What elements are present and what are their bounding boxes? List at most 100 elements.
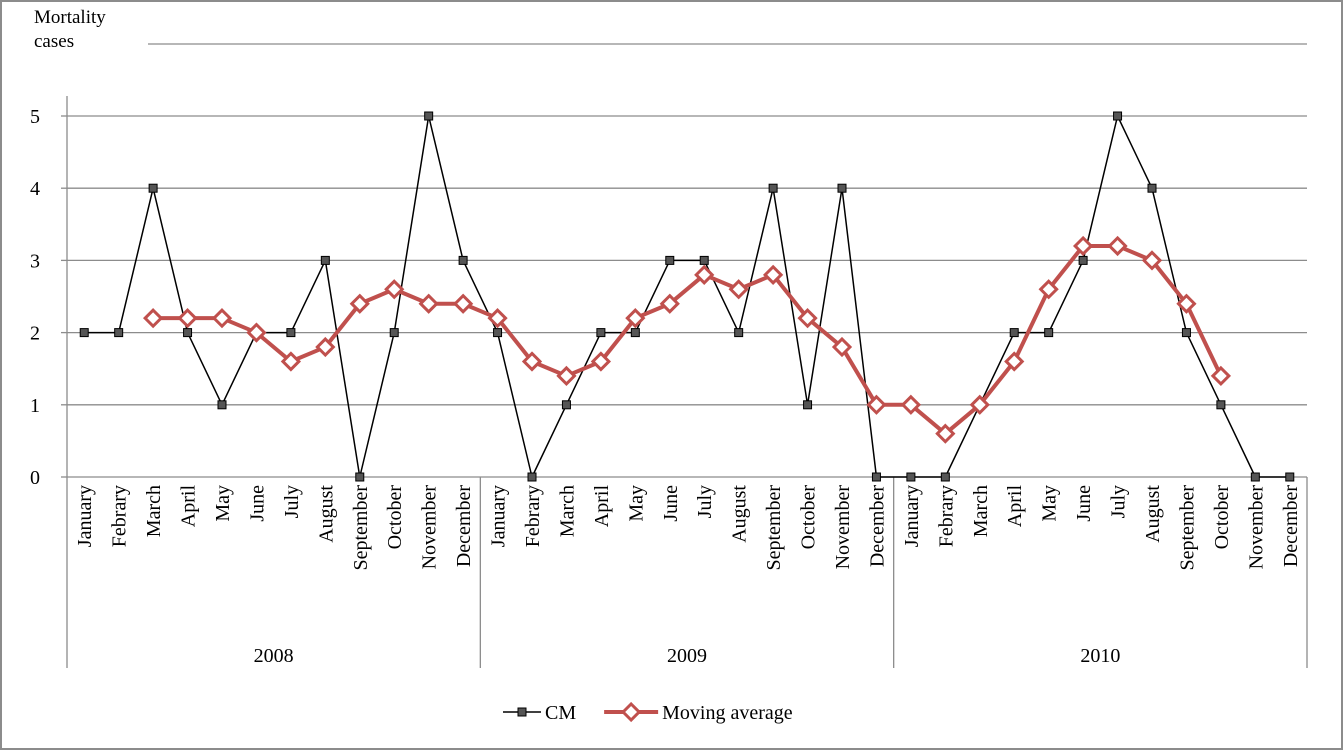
point-marker — [734, 328, 744, 338]
y-tick-label: 0 — [30, 467, 40, 489]
legend-marker — [621, 701, 642, 723]
point-marker — [1004, 351, 1025, 372]
point-marker — [280, 351, 302, 372]
point-marker — [142, 308, 164, 329]
point-marker — [1113, 111, 1123, 121]
point-marker — [246, 322, 267, 343]
x-tick-label: May — [1039, 485, 1061, 522]
x-tick-label: October — [384, 485, 406, 550]
point-marker — [837, 183, 847, 193]
point-marker — [487, 308, 508, 329]
point-marker — [1141, 250, 1163, 271]
point-marker — [286, 328, 296, 338]
x-tick-label: March — [556, 485, 578, 537]
group-label: 2009 — [667, 645, 707, 667]
point-marker — [969, 394, 990, 415]
point-marker — [762, 264, 784, 285]
x-tick-label: March — [143, 485, 165, 537]
point-marker — [521, 351, 543, 372]
legend-label: CM — [545, 702, 576, 724]
point-marker — [217, 400, 227, 410]
point-marker — [1210, 365, 1232, 387]
point-marker — [452, 293, 474, 314]
point-marker — [384, 279, 405, 300]
point-marker — [900, 394, 922, 415]
point-marker — [561, 400, 571, 410]
x-tick-label: September — [763, 485, 785, 571]
point-marker — [1038, 279, 1059, 300]
x-tick-label: April — [178, 485, 200, 528]
point-marker — [871, 472, 881, 482]
point-marker — [625, 308, 646, 329]
x-tick-label: June — [1073, 485, 1095, 522]
point-marker — [355, 472, 365, 482]
point-marker — [1181, 328, 1191, 338]
point-marker — [866, 394, 887, 415]
point-marker — [556, 365, 577, 387]
x-tick-label: June — [246, 485, 268, 522]
x-tick-label: April — [1004, 485, 1026, 528]
point-marker — [211, 308, 233, 329]
point-marker — [659, 293, 680, 314]
point-marker — [493, 328, 503, 338]
point-marker — [665, 255, 675, 265]
point-marker — [1107, 235, 1128, 257]
point-marker — [803, 400, 813, 410]
point-marker — [1078, 255, 1088, 265]
legend-label: Moving average — [662, 702, 793, 724]
point-marker — [424, 111, 434, 121]
series-line — [153, 243, 1223, 436]
y-tick-label: 5 — [30, 106, 40, 128]
x-tick-label: July — [694, 485, 716, 518]
point-marker — [797, 308, 818, 329]
point-marker — [1176, 293, 1197, 314]
x-tick-label: January — [901, 485, 923, 547]
x-tick-label: July — [1108, 485, 1130, 518]
y-tick-label: 1 — [30, 395, 40, 417]
point-marker — [1147, 183, 1157, 193]
point-marker — [527, 472, 537, 482]
y-axis-label: Mortality cases — [34, 7, 106, 52]
x-tick-label: September — [350, 485, 372, 571]
x-tick-label: January — [74, 485, 96, 547]
point-marker — [935, 423, 956, 444]
x-tick-label: December — [1280, 485, 1302, 568]
point-marker — [389, 328, 399, 338]
point-marker — [768, 183, 778, 193]
x-tick-label: November — [419, 485, 441, 570]
point-marker — [1216, 400, 1226, 410]
point-marker — [940, 472, 950, 482]
point-marker — [315, 336, 336, 358]
x-tick-label: Febrary — [935, 485, 957, 547]
point-marker — [458, 255, 468, 265]
point-marker — [183, 328, 193, 338]
point-marker — [596, 328, 606, 338]
group-label: 2010 — [1080, 645, 1120, 667]
x-tick-label: May — [625, 485, 647, 522]
point-marker — [831, 336, 853, 358]
x-tick-label: June — [660, 485, 682, 522]
point-marker — [906, 472, 916, 482]
point-marker — [320, 255, 330, 265]
point-marker — [630, 328, 640, 338]
x-tick-label: August — [729, 485, 751, 543]
point-marker — [1009, 328, 1019, 338]
x-tick-label: October — [1211, 485, 1233, 550]
x-tick-label: September — [1176, 485, 1198, 571]
point-marker — [418, 293, 439, 314]
x-tick-label: November — [832, 485, 854, 570]
point-marker — [1285, 472, 1295, 482]
point-marker — [177, 308, 198, 329]
x-tick-label: August — [315, 485, 337, 543]
y-tick-label: 3 — [30, 250, 40, 272]
point-marker — [349, 293, 370, 314]
series-line — [84, 115, 1290, 478]
point-marker — [590, 351, 612, 372]
point-marker — [148, 183, 158, 193]
point-marker — [1072, 235, 1094, 257]
x-tick-label: December — [866, 485, 888, 568]
point-marker — [1044, 328, 1054, 338]
